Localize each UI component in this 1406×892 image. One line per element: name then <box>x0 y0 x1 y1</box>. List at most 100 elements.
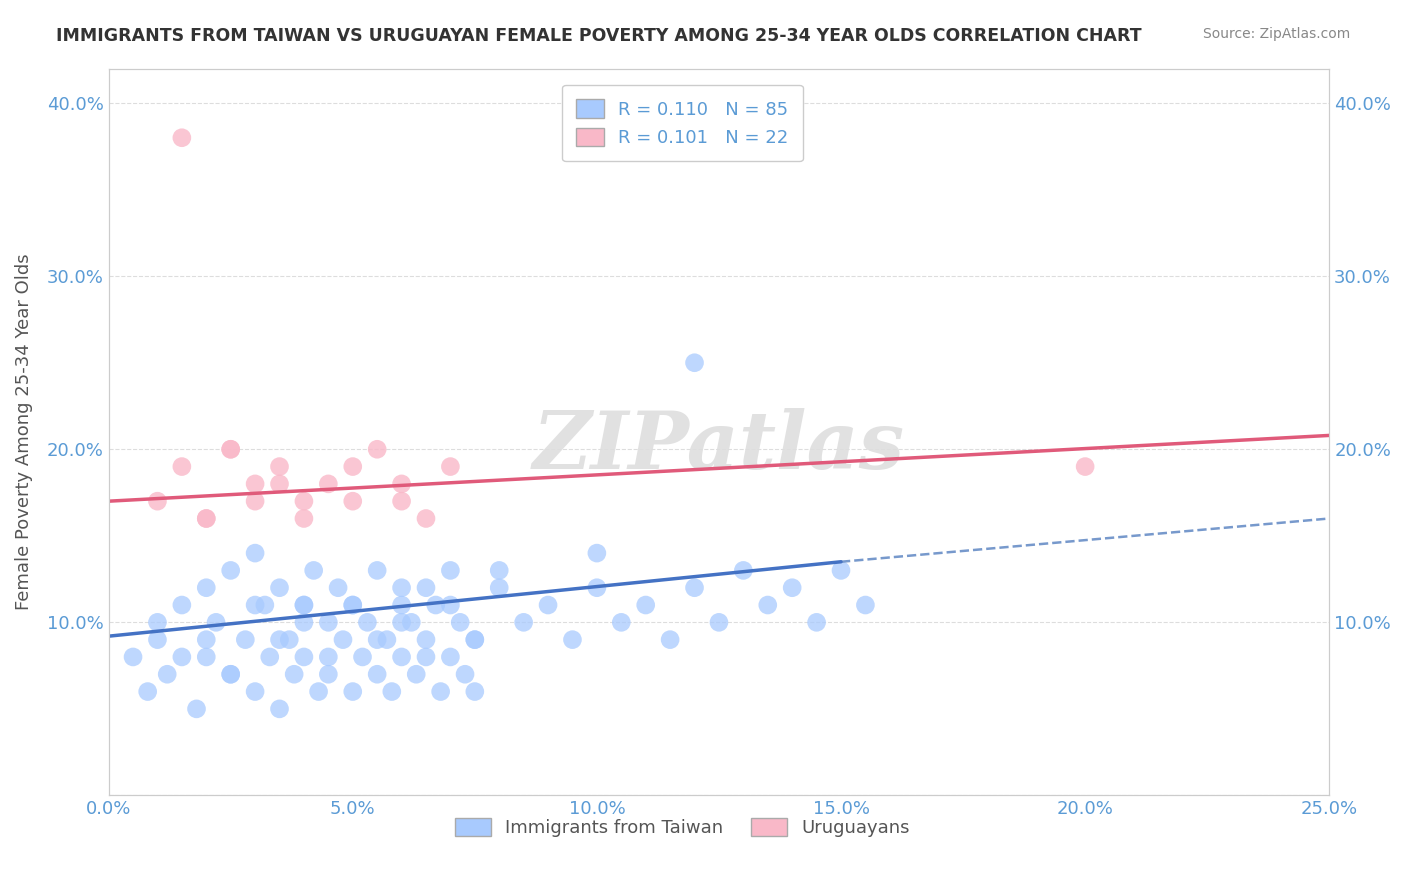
Point <box>415 511 437 525</box>
Point <box>659 632 682 647</box>
Point <box>219 563 242 577</box>
Text: IMMIGRANTS FROM TAIWAN VS URUGUAYAN FEMALE POVERTY AMONG 25-34 YEAR OLDS CORRELA: IMMIGRANTS FROM TAIWAN VS URUGUAYAN FEMA… <box>56 27 1142 45</box>
Point <box>332 632 354 647</box>
Point <box>454 667 477 681</box>
Point <box>170 649 193 664</box>
Point <box>586 546 609 560</box>
Point <box>780 581 803 595</box>
Point <box>855 598 877 612</box>
Point <box>269 476 291 491</box>
Point <box>375 632 398 647</box>
Text: Source: ZipAtlas.com: Source: ZipAtlas.com <box>1202 27 1350 41</box>
Point <box>243 494 266 508</box>
Point <box>464 684 486 698</box>
Point <box>342 684 364 698</box>
Point <box>634 598 657 612</box>
Point <box>219 442 242 457</box>
Point <box>219 667 242 681</box>
Point <box>464 632 486 647</box>
Point <box>219 667 242 681</box>
Point <box>488 581 510 595</box>
Point <box>292 511 315 525</box>
Point <box>391 615 413 630</box>
Point <box>243 476 266 491</box>
Point <box>352 649 374 664</box>
Point <box>170 130 193 145</box>
Point <box>391 476 413 491</box>
Point <box>586 581 609 595</box>
Point <box>195 511 218 525</box>
Point <box>318 615 340 630</box>
Point <box>401 615 423 630</box>
Point <box>243 546 266 560</box>
Point <box>318 667 340 681</box>
Point <box>366 667 388 681</box>
Text: ZIPatlas: ZIPatlas <box>533 408 905 485</box>
Point <box>253 598 276 612</box>
Point <box>342 598 364 612</box>
Point <box>512 615 534 630</box>
Point <box>366 563 388 577</box>
Point <box>342 598 364 612</box>
Point <box>233 632 256 647</box>
Point <box>318 476 340 491</box>
Point <box>146 632 169 647</box>
Y-axis label: Female Poverty Among 25-34 Year Olds: Female Poverty Among 25-34 Year Olds <box>15 253 32 610</box>
Point <box>243 598 266 612</box>
Point <box>136 684 159 698</box>
Point <box>195 511 218 525</box>
Point <box>356 615 378 630</box>
Point <box>269 459 291 474</box>
Point <box>366 632 388 647</box>
Point <box>342 459 364 474</box>
Point <box>381 684 404 698</box>
Point <box>122 649 145 664</box>
Point <box>283 667 305 681</box>
Point <box>366 442 388 457</box>
Point <box>439 649 461 664</box>
Point <box>170 459 193 474</box>
Point <box>292 598 315 612</box>
Point <box>683 356 706 370</box>
Point <box>308 684 330 698</box>
Point <box>302 563 325 577</box>
Point <box>415 632 437 647</box>
Point <box>683 581 706 595</box>
Point <box>610 615 633 630</box>
Point <box>391 598 413 612</box>
Point <box>439 598 461 612</box>
Point <box>156 667 179 681</box>
Point <box>537 598 560 612</box>
Point <box>146 494 169 508</box>
Point <box>195 581 218 595</box>
Point <box>292 494 315 508</box>
Point <box>243 684 266 698</box>
Point <box>449 615 471 630</box>
Point <box>425 598 447 612</box>
Point <box>292 598 315 612</box>
Point <box>830 563 852 577</box>
Point <box>292 615 315 630</box>
Point <box>439 563 461 577</box>
Point <box>756 598 779 612</box>
Point <box>278 632 301 647</box>
Point <box>561 632 583 647</box>
Point <box>342 494 364 508</box>
Point <box>464 632 486 647</box>
Point <box>415 581 437 595</box>
Point <box>707 615 730 630</box>
Point <box>269 581 291 595</box>
Point <box>391 581 413 595</box>
Point <box>405 667 427 681</box>
Point <box>488 563 510 577</box>
Point <box>733 563 755 577</box>
Point <box>1074 459 1097 474</box>
Point <box>318 649 340 664</box>
Point <box>429 684 451 698</box>
Point <box>292 649 315 664</box>
Point <box>195 632 218 647</box>
Point <box>205 615 228 630</box>
Point <box>439 459 461 474</box>
Point <box>170 598 193 612</box>
Point <box>195 649 218 664</box>
